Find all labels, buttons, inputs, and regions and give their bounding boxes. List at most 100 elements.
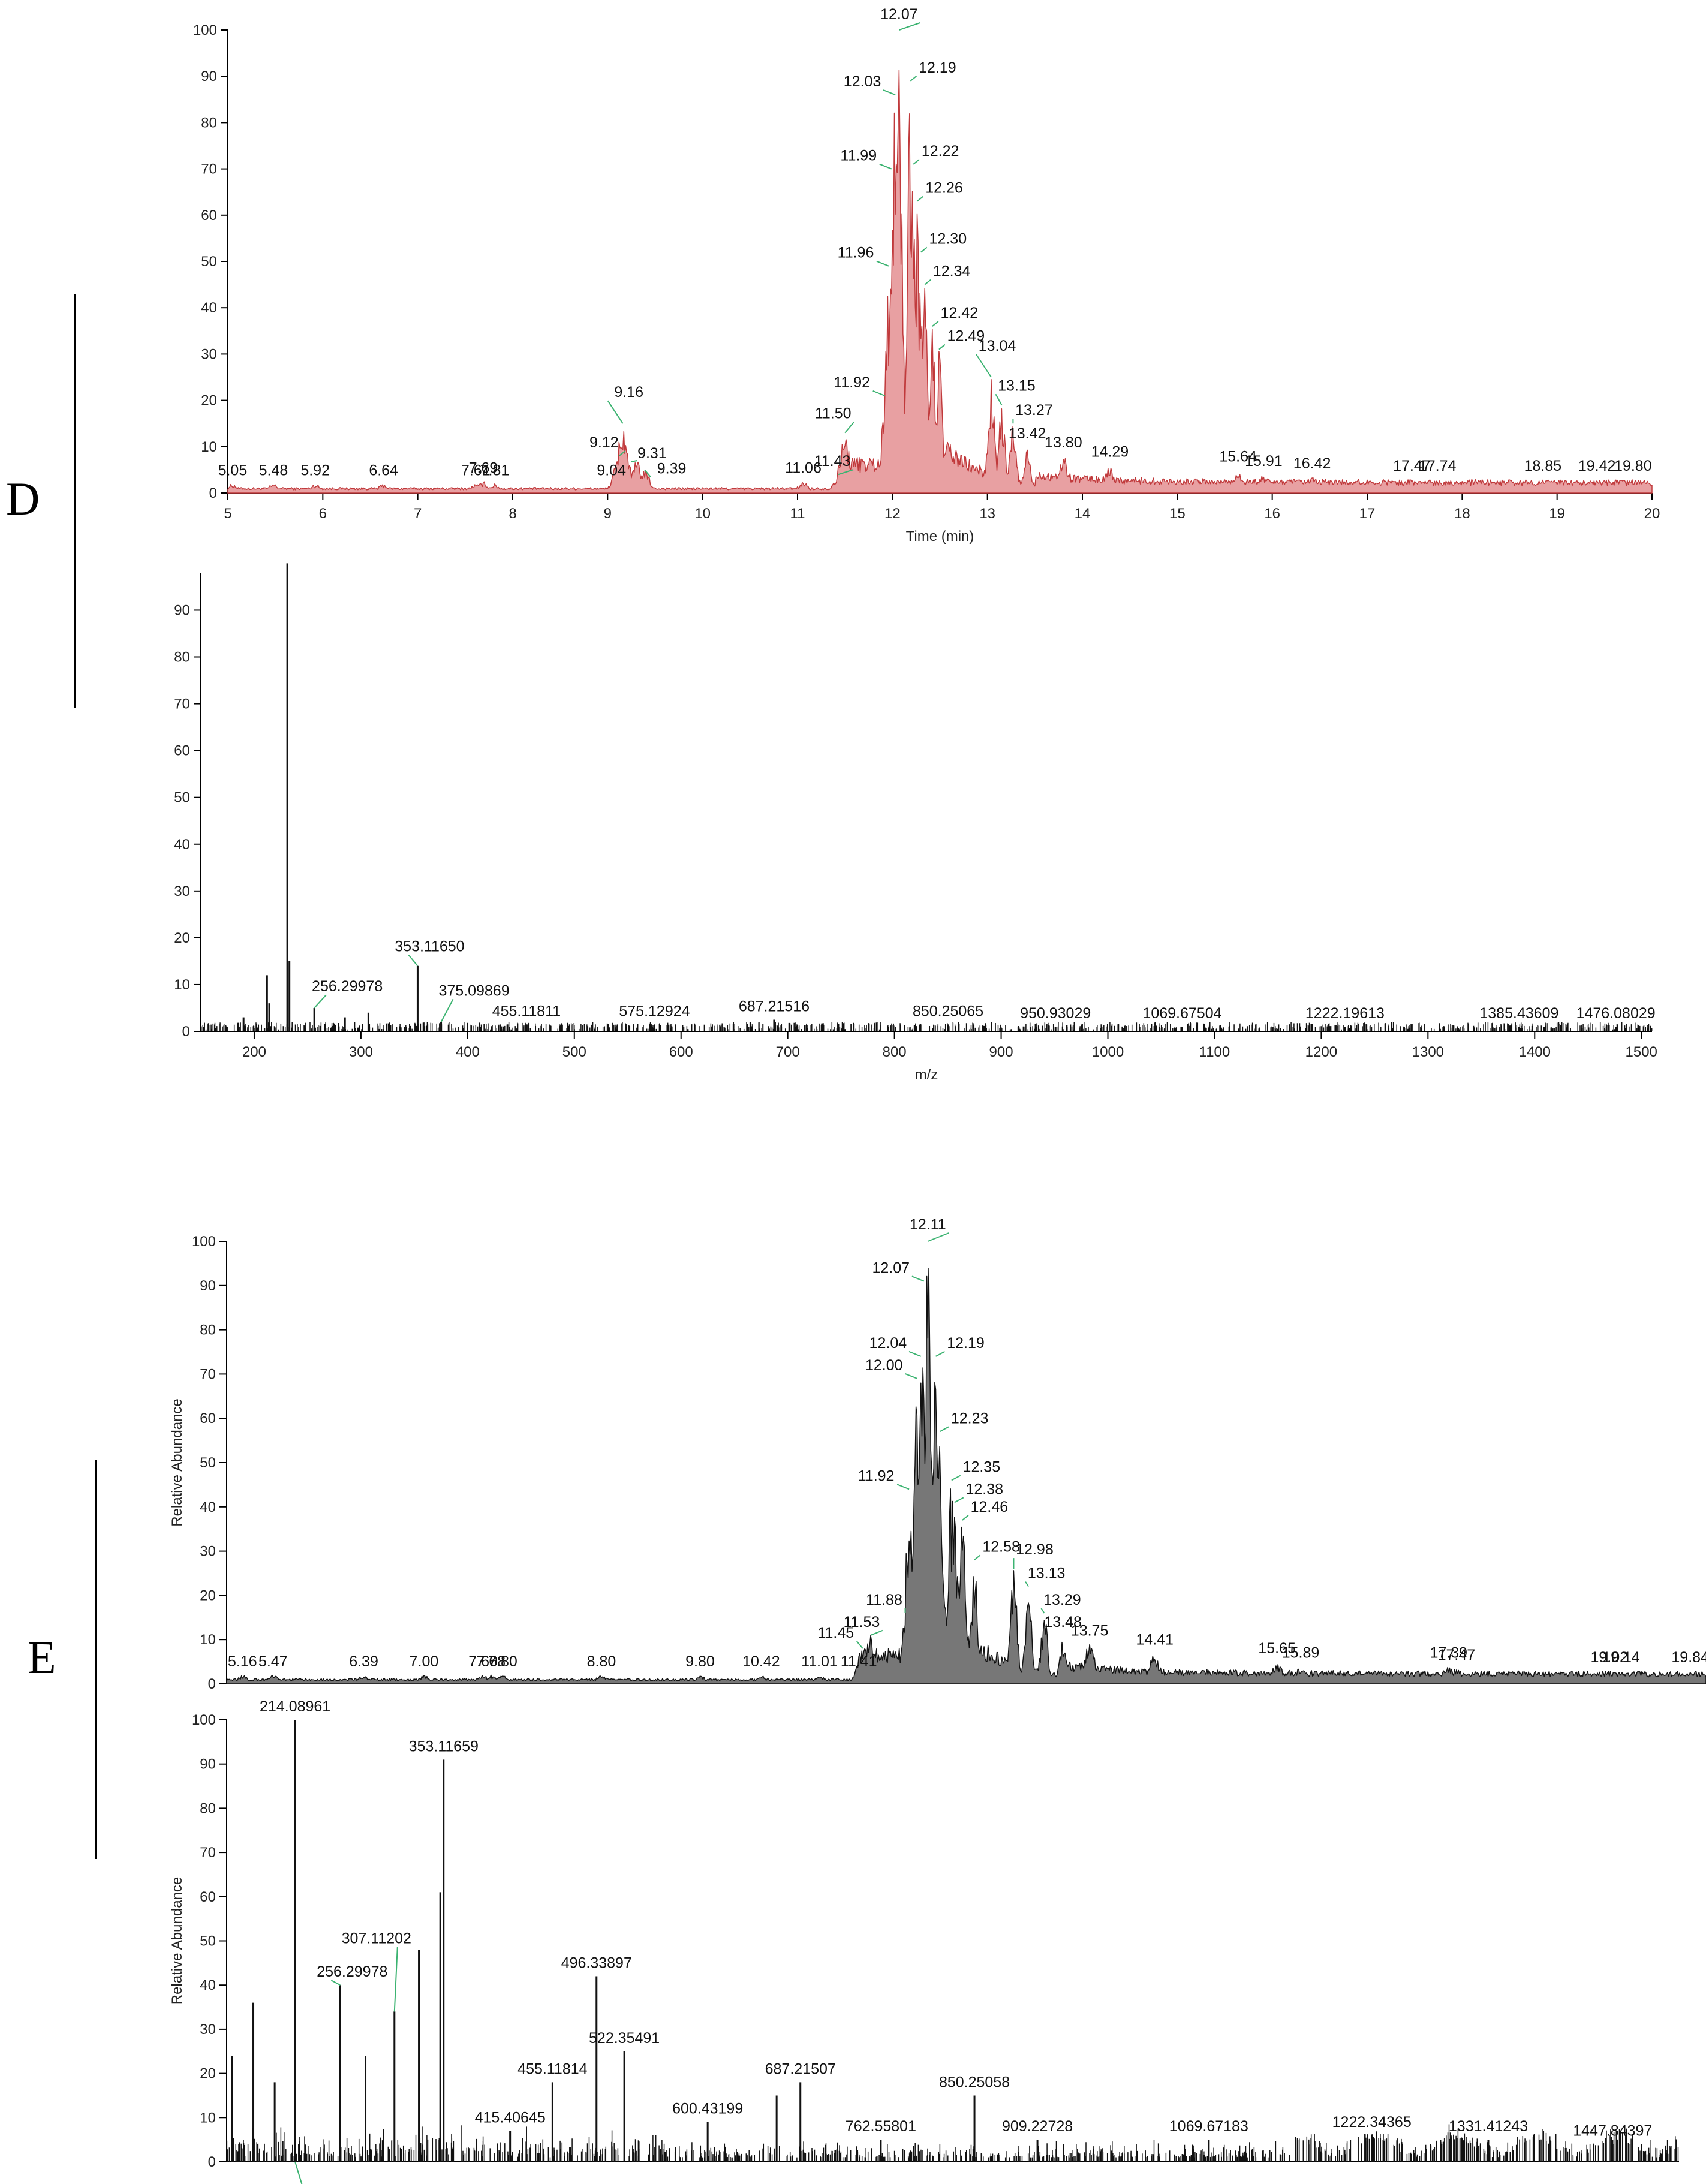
peak-label-leader (924, 279, 931, 285)
peak-label: 7.80 (488, 1653, 517, 1670)
y-tick-label: 70 (200, 1845, 216, 1861)
y-tick-label: 50 (200, 1933, 216, 1950)
x-tick-label: 500 (562, 1044, 586, 1060)
y-tick-label: 80 (201, 115, 217, 131)
peak-label: 7.61 (461, 462, 491, 479)
peak-label: 9.12 (589, 434, 619, 451)
x-tick-label: 1100 (1199, 1044, 1230, 1060)
x-tick-label: 6 (319, 506, 327, 522)
peak-label: 11.43 (814, 453, 851, 470)
y-tick-label: 30 (174, 883, 190, 900)
y-tick-label: 30 (200, 1544, 216, 1560)
peak-label: 1222.19613 (1305, 1005, 1385, 1022)
peak-label: 13.15 (998, 377, 1036, 394)
x-tick-label: 600 (669, 1044, 693, 1060)
peak-label: 12.11 (910, 1216, 946, 1233)
peak-label-leader (1025, 1581, 1029, 1587)
peak-label: 5.92 (300, 462, 330, 479)
peak-label: 575.12924 (619, 1003, 690, 1019)
x-tick-label: 800 (883, 1044, 907, 1060)
y-tick-label: 50 (201, 254, 217, 270)
x-tick-label: 18 (1454, 506, 1470, 522)
y-tick-label: 80 (200, 1322, 216, 1338)
peak-label: 16.42 (1293, 455, 1331, 472)
x-axis-label: m/z (915, 1067, 938, 1083)
peak-label-leader (954, 1497, 964, 1503)
y-tick-label: 40 (201, 300, 217, 316)
y-tick-label: 80 (174, 649, 190, 666)
peak-label-leader (995, 393, 1003, 405)
peak-label: 14.41 (1136, 1631, 1174, 1648)
peak-label-leader (393, 1947, 398, 2012)
peak-label: 1069.67504 (1142, 1005, 1221, 1022)
peak-label-leader (644, 469, 651, 478)
y-tick-label: 30 (201, 346, 217, 362)
peak-label: 11.06 (785, 460, 822, 477)
peak-label: 19.42 (1578, 458, 1616, 474)
peak-label: 1331.41243 (1449, 2118, 1528, 2135)
peak-label: 214.08961 (260, 1698, 330, 1715)
x-tick-label: 1300 (1412, 1044, 1444, 1060)
peak-label: 13.04 (979, 338, 1016, 354)
peak-label: 19.84 (1671, 1649, 1706, 1666)
peak-label: 12.22 (922, 143, 959, 160)
x-tick-label: 8 (509, 506, 516, 522)
x-tick-label: 9 (604, 506, 612, 522)
peak-label: 12.26 (925, 180, 963, 197)
x-tick-label: 14 (1075, 506, 1091, 522)
x-tick-label: 900 (989, 1044, 1013, 1060)
y-tick-label: 10 (174, 977, 190, 993)
x-tick-label: 1000 (1092, 1044, 1124, 1060)
peak-label: 415.40645 (475, 2109, 546, 2126)
peak-label: 1385.43609 (1479, 1005, 1558, 1022)
peak-label: 7.68 (476, 1653, 506, 1670)
x-tick-label: 19 (1549, 506, 1565, 522)
peak-label: 1476.08029 (1576, 1005, 1656, 1022)
peak-label-leader (876, 260, 889, 267)
y-tick-label: 60 (200, 1410, 216, 1427)
peak-label: 12.42 (941, 305, 979, 321)
peak-label-leader (870, 1629, 883, 1636)
peak-label: 375.09869 (438, 982, 509, 999)
y-axis-label: Relative Abundance (169, 1398, 185, 1527)
peak-label: 7.81 (480, 462, 510, 479)
peak-label: 455.11811 (492, 1003, 561, 1019)
peak-label-leader (1040, 1608, 1045, 1614)
peak-label: 11.96 (838, 245, 874, 261)
peak-label-leader (910, 76, 917, 82)
y-tick-label: 70 (201, 161, 217, 178)
x-tick-label: 1400 (1519, 1044, 1551, 1060)
peak-label-leader (838, 469, 854, 476)
peak-label-leader (938, 344, 946, 350)
peak-label: 12.49 (947, 328, 985, 345)
peak-label: 11.88 (866, 1592, 902, 1608)
x-tick-label: 1500 (1626, 1044, 1657, 1060)
peak-label: 11.50 (815, 405, 852, 422)
chart-d-mass-spectrum: 0 10 20 30 40 50 60 70 80 90 200 300 400 500 600 700 800… (174, 563, 1657, 1083)
y-tick-label: 0 (208, 2154, 216, 2170)
y-tick-label: 100 (192, 1234, 216, 1250)
peak-label: 11.92 (834, 374, 870, 391)
peak-label: 1069.67183 (1169, 2118, 1248, 2135)
peak-label-leader (904, 1373, 917, 1379)
chart-e-mass-spectrum: 0 10 20 30 40 50 60 70 80 90 100 Relative Abundance… (169, 1698, 1679, 2184)
peak-label: 13.13 (1028, 1565, 1066, 1582)
peak-label-leader (951, 1475, 961, 1481)
x-tick-label: 5 (224, 506, 231, 522)
y-tick-label: 0 (182, 1024, 190, 1040)
x-tick-label: 200 (242, 1044, 266, 1060)
peak-label: 496.33897 (561, 1954, 632, 1971)
x-tick-label: 300 (349, 1044, 373, 1060)
peak-label: 12.07 (880, 6, 918, 23)
y-tick-label: 10 (201, 439, 217, 455)
peak-label: 12.30 (929, 231, 967, 248)
y-tick-label: 0 (209, 485, 217, 501)
y-tick-label: 100 (192, 1712, 216, 1728)
peak-label: 522.35491 (589, 2030, 660, 2047)
y-tick-label: 70 (174, 696, 190, 712)
y-tick-label: 90 (200, 1278, 216, 1294)
y-tick-label: 40 (200, 1499, 216, 1515)
y-tick-label: 50 (200, 1455, 216, 1471)
peak-label: 256.29978 (317, 1963, 387, 1980)
peak-label-leader (911, 1275, 925, 1282)
